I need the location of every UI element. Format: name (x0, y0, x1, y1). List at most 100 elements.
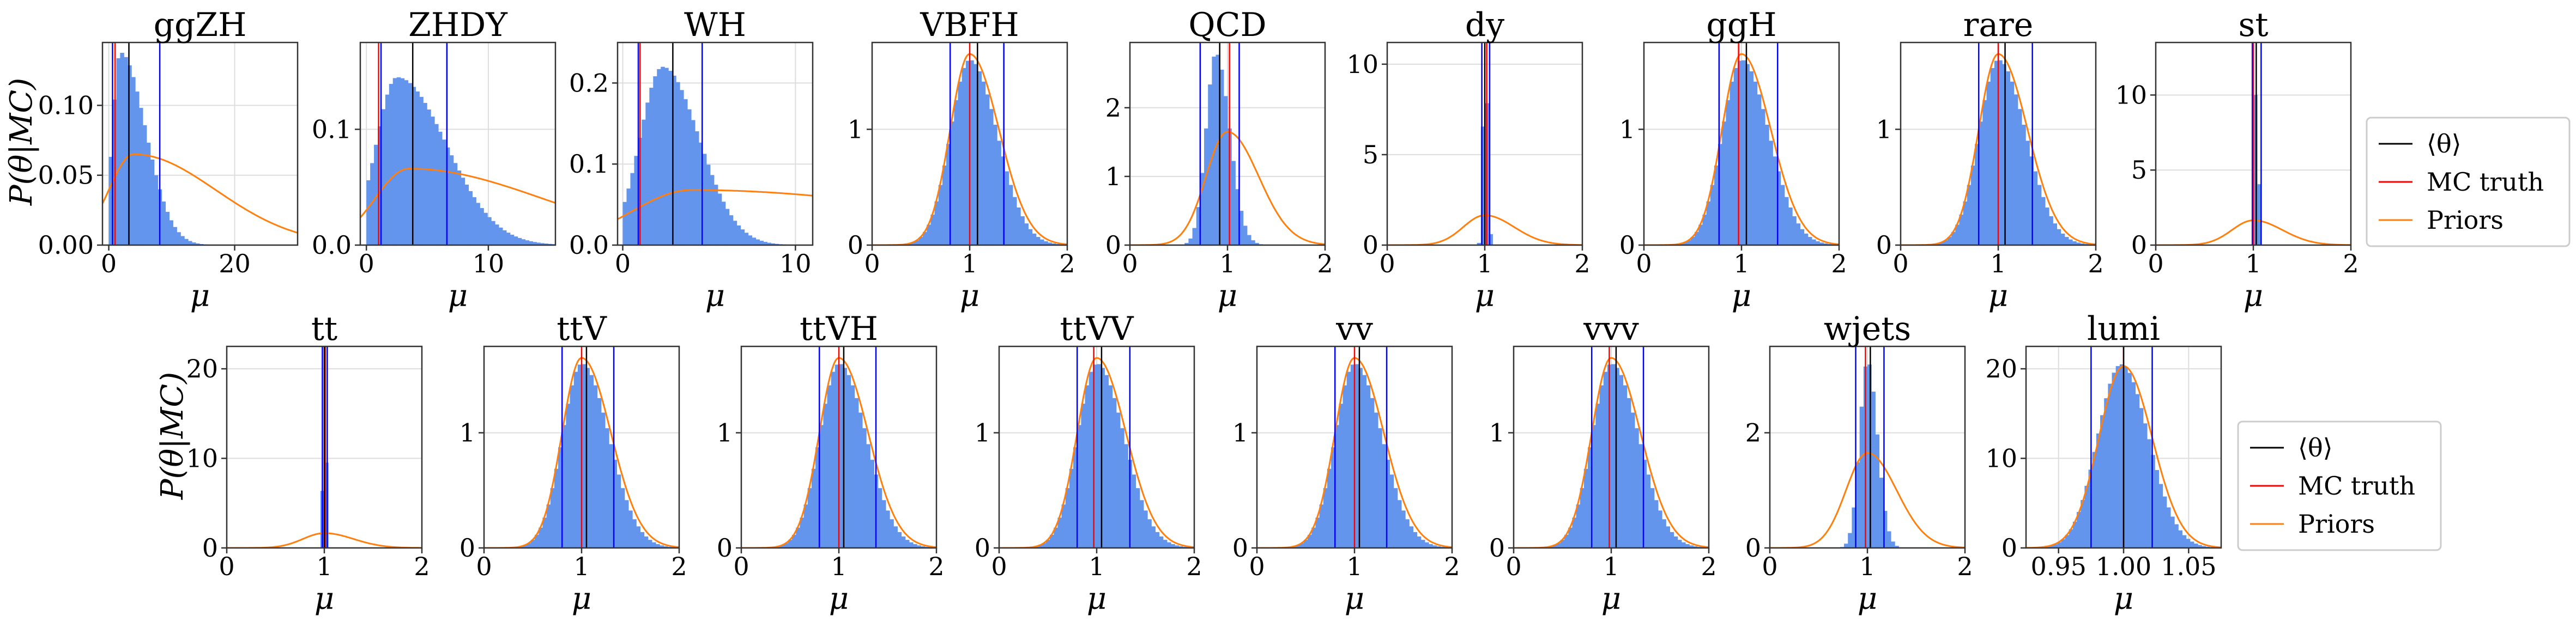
xtick-label: 2 (1957, 552, 1973, 581)
hist-bar (1634, 428, 1639, 548)
hist-bar (2068, 239, 2073, 245)
hist-bar (1386, 460, 1390, 548)
hist-bar (1677, 540, 1682, 548)
panel-wjets: 0 1 2 0 2 wjets μ (1745, 310, 1973, 617)
hist-bar (1552, 545, 1557, 548)
hist-bar (1690, 237, 1695, 245)
panel-title: ttVH (800, 310, 878, 348)
hist-bar (1354, 364, 1359, 548)
hist-bar (1192, 228, 1197, 245)
hist-bar (2119, 364, 2124, 548)
hist-bar (195, 243, 200, 245)
hist-bar (958, 81, 963, 245)
hist-bar (476, 203, 480, 245)
hist-bar (839, 364, 843, 548)
ytick-label: 0.00 (38, 230, 94, 260)
xlabel: μ (1345, 581, 1364, 617)
hist-bar (2131, 382, 2136, 548)
hist-bar (1986, 81, 1991, 245)
hist-bar (1871, 392, 1876, 548)
hist-bar (1737, 60, 1742, 245)
hist-bar (1769, 141, 1773, 245)
hist-bar (582, 364, 586, 548)
hist-bar (2158, 484, 2163, 548)
hist-bar (862, 428, 867, 548)
hist-bar (907, 243, 912, 245)
hist-bar (684, 99, 688, 245)
hist-bar (1166, 542, 1171, 548)
hist-bar (120, 52, 124, 245)
hist-bar (2017, 109, 2022, 245)
hist-bar (438, 131, 443, 245)
hist-bar (784, 543, 789, 548)
hist-bar (1764, 125, 1769, 245)
hist-bar (1159, 536, 1164, 548)
panel-title: lumi (2087, 310, 2160, 348)
hist-bar (2170, 516, 2175, 548)
ytick-label: 10 (186, 444, 218, 473)
hist-bar (1683, 242, 1688, 245)
hist-bar (2186, 539, 2191, 548)
hist-bar (1788, 207, 1793, 245)
hist-bar (381, 109, 386, 245)
xtick-label: 0 (101, 249, 117, 278)
ytick-label: 0 (459, 533, 475, 563)
xtick-label: 1 (573, 552, 589, 581)
hist-bar (1726, 100, 1731, 245)
legend-row2: ⟨θ⟩ MC truth Priors (2237, 420, 2442, 551)
panel-WH: 0 10 0.0 0.1 0.2 WH μ (569, 6, 814, 314)
xtick-label: 1 (1089, 552, 1104, 581)
hist-bar (622, 202, 627, 245)
hist-bar (1219, 69, 1224, 245)
hist-bar (2069, 529, 2073, 548)
panel-title: ZHDY (408, 6, 508, 44)
hist-bar (573, 371, 578, 548)
ytick-label: 0.1 (569, 149, 609, 179)
hist-bar (527, 543, 531, 548)
hist-bar (1104, 375, 1109, 548)
hist-bar (1811, 239, 1816, 245)
xlabel: μ (315, 581, 334, 617)
hist-bar (1970, 165, 1975, 245)
hist-bar (1339, 404, 1344, 548)
hist-bar (2021, 125, 2026, 245)
hist-bar (2096, 433, 2101, 548)
ytick-label: 0 (1489, 533, 1505, 563)
hist-bar (165, 211, 170, 245)
panel-title: ggH (1706, 6, 1776, 44)
hist-bar (1036, 237, 1041, 245)
hist-bar (2064, 237, 2069, 245)
hist-bar (2025, 141, 2030, 245)
hist-bar (472, 197, 476, 245)
hist-bar (1057, 517, 1062, 548)
hist-bar (2053, 544, 2058, 548)
hist-bar (1745, 64, 1750, 245)
hist-bar (1120, 428, 1124, 548)
hist-bar (396, 77, 401, 245)
hist-bar (1343, 385, 1347, 548)
prior-curve (1644, 53, 1839, 245)
prior-curve (360, 168, 555, 218)
hist-bar (1350, 364, 1355, 548)
hist-bar (1592, 425, 1596, 548)
hist-bar (710, 175, 715, 245)
hist-bar (713, 185, 718, 245)
hist-bar (1319, 504, 1324, 548)
hist-bar (620, 488, 625, 548)
hist-bar (173, 227, 177, 245)
hist-bar (2127, 373, 2132, 548)
hist-bar (536, 242, 541, 245)
legend-frame (2366, 117, 2571, 247)
hist-bar (866, 444, 870, 548)
hist-bar (1188, 238, 1193, 245)
hist-bar (2057, 229, 2061, 245)
axes-frame (359, 41, 557, 246)
hist-bar (2257, 184, 2261, 245)
hist-bar (630, 173, 635, 245)
hist-bar (1429, 544, 1433, 548)
ytick-label: 1 (1489, 418, 1505, 448)
xtick-label: 10 (779, 249, 812, 278)
hist-bar (1397, 500, 1402, 548)
xtick-label: 1 (1219, 249, 1235, 278)
hist-bar (1032, 233, 1037, 245)
